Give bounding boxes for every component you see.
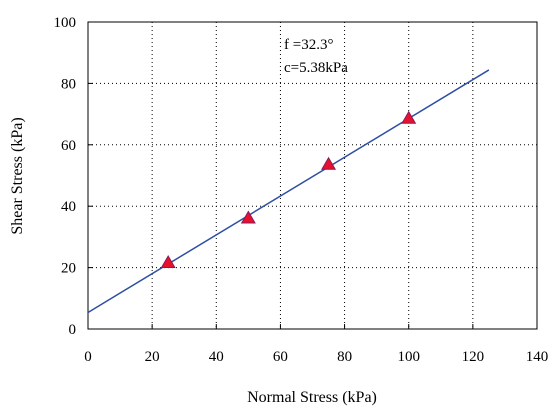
x-axis-label: Normal Stress (kPa) xyxy=(247,389,377,406)
y-tick-label: 20 xyxy=(61,261,76,277)
x-tick-label: 0 xyxy=(84,349,92,365)
annotation-friction-angle: f =32.3° xyxy=(284,37,333,53)
fit-line xyxy=(87,69,490,314)
y-tick-label: 40 xyxy=(61,199,76,215)
x-tick-labels: 0 20 40 60 80 100 120 140 xyxy=(84,324,548,365)
annotation-cohesion: c=5.38kPa xyxy=(284,60,348,76)
y-tick-label: 100 xyxy=(54,15,77,31)
x-tick-label: 140 xyxy=(526,349,549,365)
x-tick-label: 100 xyxy=(397,349,420,365)
y-tick-label: 0 xyxy=(69,322,77,338)
data-point-triangle xyxy=(240,210,256,224)
data-point-triangle xyxy=(401,110,417,124)
data-points xyxy=(160,110,417,269)
fit-line-layer xyxy=(87,69,490,314)
x-tick-label: 20 xyxy=(145,349,160,365)
data-point-triangle xyxy=(321,156,337,170)
y-axis-label: Shear Stress (kPa) xyxy=(9,117,26,234)
x-tick-label: 120 xyxy=(462,349,485,365)
x-tick-label: 60 xyxy=(273,349,288,365)
plot-frame xyxy=(87,21,538,330)
x-tick-label: 80 xyxy=(337,349,352,365)
data-point-triangle xyxy=(160,254,176,269)
y-tick-label: 80 xyxy=(61,76,76,92)
y-tick-label: 60 xyxy=(61,138,76,154)
x-tick-label: 40 xyxy=(209,349,224,365)
grid-lines xyxy=(88,22,537,329)
y-tick-labels: 0 20 40 60 80 100 xyxy=(54,15,93,338)
